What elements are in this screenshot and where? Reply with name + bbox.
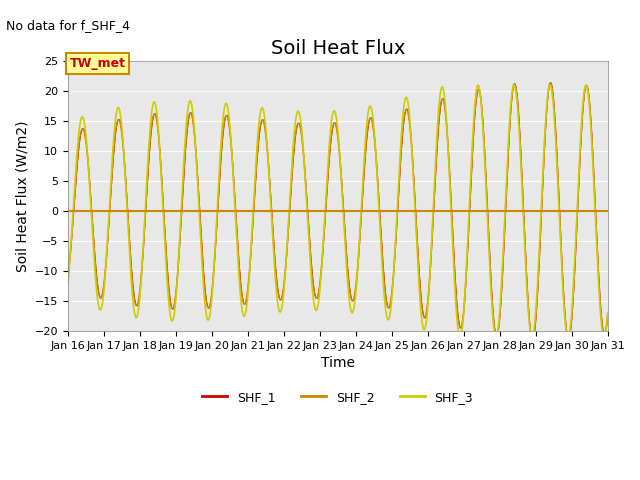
SHF_3	[604, 310, 611, 316]
SHF_1	[529, 336, 536, 342]
Text: TW_met: TW_met	[70, 57, 125, 70]
Legend: SHF_1, SHF_2, SHF_3: SHF_1, SHF_2, SHF_3	[197, 385, 478, 408]
SHF_1	[547, 80, 554, 85]
SHF_2	[212, 225, 220, 231]
SHF_3	[600, 334, 608, 340]
SHF_3	[212, 222, 220, 228]
SHF_1	[184, 121, 192, 127]
SHF_1	[403, 106, 411, 112]
SHF_2	[403, 107, 411, 113]
SHF_2	[529, 336, 536, 342]
SHF_2	[547, 80, 554, 85]
SHF_1	[604, 314, 611, 320]
Line: SHF_3: SHF_3	[68, 85, 607, 337]
SHF_3	[64, 281, 72, 287]
SHF_2	[419, 311, 427, 317]
SHF_3	[403, 96, 411, 102]
SHF_2	[64, 274, 72, 279]
X-axis label: Time: Time	[321, 356, 355, 370]
SHF_1	[129, 284, 137, 289]
SHF_3	[74, 144, 81, 150]
Line: SHF_1: SHF_1	[68, 83, 607, 339]
Title: Soil Heat Flux: Soil Heat Flux	[271, 39, 405, 58]
SHF_1	[419, 310, 427, 315]
Text: No data for f_SHF_4: No data for f_SHF_4	[6, 19, 131, 32]
SHF_3	[129, 299, 137, 305]
SHF_1	[74, 159, 81, 165]
SHF_1	[212, 229, 220, 235]
SHF_3	[184, 106, 192, 112]
Y-axis label: Soil Heat Flux (W/m2): Soil Heat Flux (W/m2)	[15, 120, 29, 272]
SHF_2	[184, 119, 192, 125]
Line: SHF_2: SHF_2	[68, 83, 607, 339]
SHF_3	[419, 324, 427, 330]
SHF_2	[129, 287, 137, 292]
SHF_3	[582, 82, 589, 88]
SHF_2	[74, 156, 81, 161]
SHF_2	[604, 311, 611, 317]
SHF_1	[64, 276, 72, 281]
